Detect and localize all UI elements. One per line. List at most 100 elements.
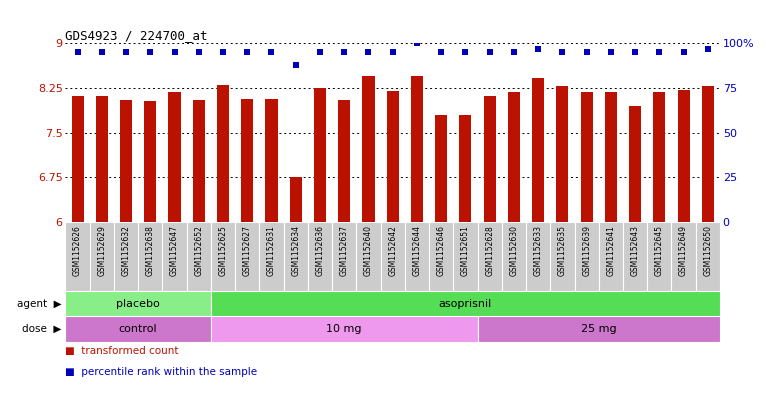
Bar bbox=[144, 101, 156, 222]
Point bbox=[678, 49, 690, 55]
Text: GSM1152633: GSM1152633 bbox=[534, 226, 543, 277]
Bar bbox=[95, 95, 108, 222]
Point bbox=[314, 49, 326, 55]
Bar bbox=[532, 78, 544, 222]
Point bbox=[604, 49, 617, 55]
Bar bbox=[211, 291, 720, 316]
Bar bbox=[454, 222, 477, 291]
Bar bbox=[65, 316, 211, 342]
Point bbox=[192, 49, 205, 55]
Text: GSM1152652: GSM1152652 bbox=[194, 226, 203, 276]
Point bbox=[581, 49, 593, 55]
Text: GSM1152649: GSM1152649 bbox=[679, 226, 688, 277]
Point bbox=[144, 49, 156, 55]
Point bbox=[629, 49, 641, 55]
Bar bbox=[308, 222, 332, 291]
Bar bbox=[380, 222, 405, 291]
Text: GSM1152644: GSM1152644 bbox=[413, 226, 421, 277]
Text: GSM1152645: GSM1152645 bbox=[654, 226, 664, 277]
Bar bbox=[599, 222, 623, 291]
Text: GDS4923 / 224700_at: GDS4923 / 224700_at bbox=[65, 29, 208, 42]
Bar bbox=[217, 85, 229, 222]
Text: agent  ▶: agent ▶ bbox=[17, 299, 62, 309]
Text: GSM1152642: GSM1152642 bbox=[388, 226, 397, 276]
Bar bbox=[435, 115, 447, 222]
Bar bbox=[65, 222, 89, 291]
Text: GSM1152643: GSM1152643 bbox=[631, 226, 640, 277]
Bar bbox=[502, 222, 526, 291]
Bar bbox=[241, 99, 253, 222]
Bar bbox=[477, 222, 502, 291]
Text: GSM1152631: GSM1152631 bbox=[267, 226, 276, 276]
Bar bbox=[387, 91, 399, 222]
Point bbox=[120, 49, 132, 55]
Bar bbox=[89, 222, 114, 291]
Text: GSM1152647: GSM1152647 bbox=[170, 226, 179, 277]
Bar bbox=[460, 115, 471, 222]
Text: GSM1152629: GSM1152629 bbox=[97, 226, 106, 276]
Text: GSM1152625: GSM1152625 bbox=[219, 226, 227, 276]
Text: GSM1152641: GSM1152641 bbox=[606, 226, 615, 276]
Text: asoprisnil: asoprisnil bbox=[439, 299, 492, 309]
Bar bbox=[556, 86, 568, 222]
Bar bbox=[429, 222, 454, 291]
Bar bbox=[65, 291, 211, 316]
Bar bbox=[653, 92, 665, 222]
Bar bbox=[114, 222, 138, 291]
Bar bbox=[357, 222, 380, 291]
Point bbox=[507, 49, 520, 55]
Text: ■  percentile rank within the sample: ■ percentile rank within the sample bbox=[65, 367, 258, 377]
Bar bbox=[405, 222, 429, 291]
Point bbox=[484, 49, 496, 55]
Bar bbox=[314, 88, 326, 222]
Bar bbox=[363, 76, 374, 222]
Bar bbox=[623, 222, 648, 291]
Bar bbox=[186, 222, 211, 291]
Bar bbox=[629, 106, 641, 222]
Bar bbox=[671, 222, 696, 291]
Bar bbox=[411, 76, 423, 222]
Point bbox=[217, 49, 229, 55]
Text: GSM1152637: GSM1152637 bbox=[340, 226, 349, 277]
Bar bbox=[120, 100, 132, 222]
Point bbox=[410, 40, 423, 46]
Bar bbox=[72, 95, 84, 222]
Text: dose  ▶: dose ▶ bbox=[22, 324, 62, 334]
Text: ■  transformed count: ■ transformed count bbox=[65, 346, 179, 356]
Bar bbox=[604, 92, 617, 222]
Point bbox=[701, 46, 714, 52]
Bar bbox=[551, 222, 574, 291]
Bar bbox=[211, 316, 477, 342]
Point bbox=[363, 49, 375, 55]
Text: 10 mg: 10 mg bbox=[326, 324, 362, 334]
Text: GSM1152634: GSM1152634 bbox=[291, 226, 300, 277]
Text: GSM1152651: GSM1152651 bbox=[461, 226, 470, 276]
Bar bbox=[678, 90, 690, 222]
Bar bbox=[696, 222, 720, 291]
Bar bbox=[169, 92, 181, 222]
Point bbox=[532, 46, 544, 52]
Bar bbox=[290, 177, 302, 222]
Text: control: control bbox=[119, 324, 158, 334]
Bar bbox=[526, 222, 551, 291]
Point bbox=[459, 49, 471, 55]
Text: 25 mg: 25 mg bbox=[581, 324, 617, 334]
Point bbox=[290, 62, 302, 68]
Point bbox=[435, 49, 447, 55]
Bar bbox=[508, 92, 520, 222]
Bar bbox=[338, 100, 350, 222]
Bar bbox=[266, 99, 277, 222]
Bar bbox=[162, 222, 186, 291]
Bar bbox=[211, 222, 235, 291]
Bar bbox=[648, 222, 671, 291]
Point bbox=[387, 49, 399, 55]
Bar bbox=[701, 86, 714, 222]
Text: GSM1152640: GSM1152640 bbox=[364, 226, 373, 277]
Bar bbox=[574, 222, 599, 291]
Bar bbox=[192, 100, 205, 222]
Point bbox=[72, 49, 84, 55]
Text: GSM1152627: GSM1152627 bbox=[243, 226, 252, 276]
Point bbox=[556, 49, 568, 55]
Point bbox=[241, 49, 253, 55]
Bar bbox=[477, 316, 720, 342]
